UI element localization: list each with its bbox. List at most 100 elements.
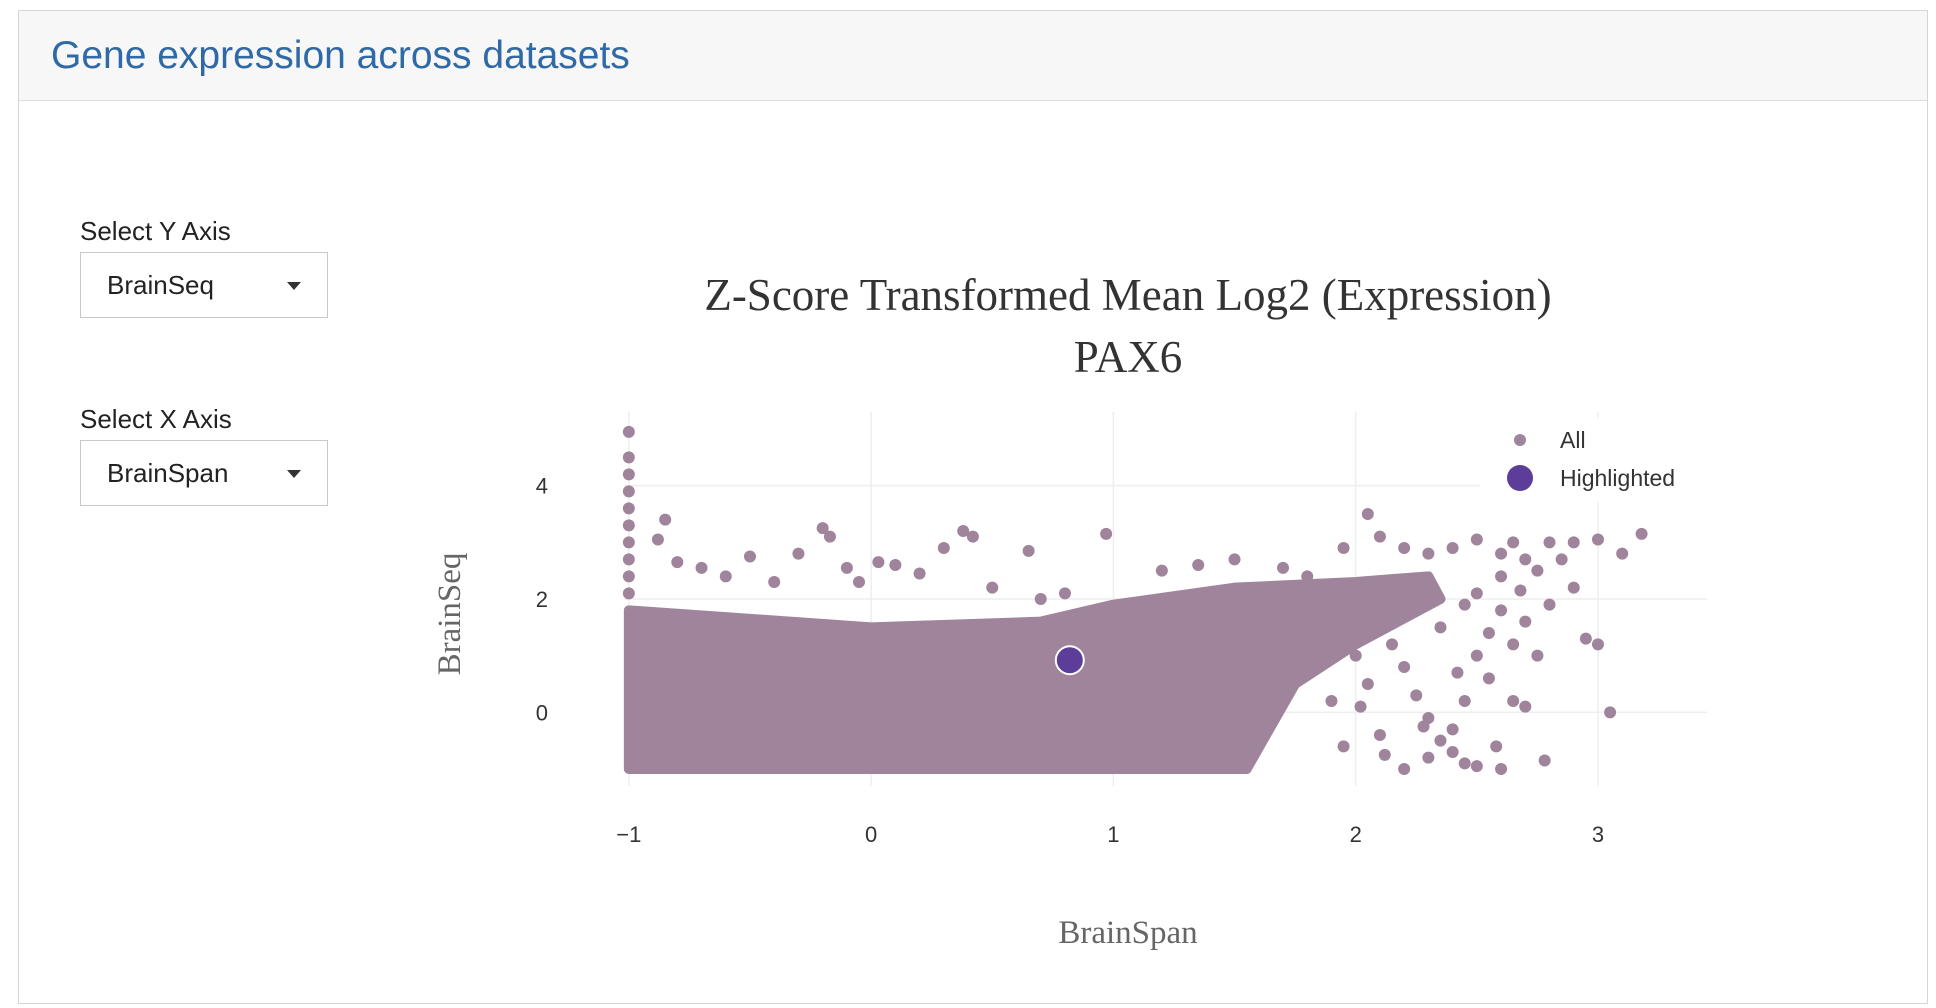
data-point	[1470, 533, 1483, 546]
data-point	[840, 561, 853, 574]
data-point	[622, 587, 635, 600]
x-tick-label: 0	[865, 822, 877, 847]
data-point	[1349, 649, 1362, 662]
data-point	[1446, 746, 1459, 758]
data-point	[671, 556, 684, 569]
data-point	[1398, 661, 1411, 673]
data-point	[1495, 604, 1508, 617]
data-point	[1555, 553, 1568, 566]
data-point	[1434, 734, 1447, 747]
legend[interactable]: All Highlighted	[1480, 418, 1716, 502]
data-point	[1531, 649, 1544, 662]
x-tick-label: 2	[1350, 822, 1362, 847]
data-point	[622, 519, 635, 532]
data-point	[1301, 570, 1314, 583]
data-point	[622, 425, 635, 438]
data-point	[1567, 536, 1580, 549]
x-axis-select-label: Select X Axis	[80, 404, 232, 434]
data-point	[1422, 751, 1435, 764]
data-point	[1604, 706, 1617, 719]
legend-highlighted-marker	[1507, 465, 1533, 491]
data-point	[1398, 542, 1411, 554]
data-point	[1446, 723, 1459, 736]
data-point	[1451, 666, 1464, 679]
y-axis-select-label: Select Y Axis	[80, 216, 231, 246]
x-tick-label: 1	[1107, 822, 1119, 847]
data-point	[1058, 587, 1071, 600]
data-point	[1422, 547, 1435, 560]
x-tick-label: −1	[616, 822, 641, 847]
data-point	[823, 530, 836, 543]
data-point	[1446, 542, 1459, 554]
y-axis-title: BrainSeq	[432, 553, 468, 676]
data-point	[1543, 536, 1556, 549]
data-point	[1591, 533, 1604, 546]
data-point	[1591, 638, 1604, 651]
y-tick-label: 4	[536, 474, 548, 499]
legend-all-label[interactable]: All	[1560, 427, 1586, 453]
data-point	[1531, 564, 1544, 577]
data-point	[1361, 678, 1374, 690]
data-point	[1354, 700, 1367, 713]
legend-all-marker	[1514, 434, 1526, 446]
data-point	[743, 550, 756, 563]
data-point	[1277, 561, 1290, 574]
data-point	[1337, 740, 1350, 753]
y-axis-select-value: BrainSeq	[107, 269, 214, 300]
data-point	[1337, 542, 1350, 554]
data-point	[1514, 584, 1527, 597]
data-point	[1507, 695, 1520, 707]
dense-band-area	[623, 571, 1446, 774]
data-point	[622, 502, 635, 515]
data-point	[768, 576, 781, 588]
data-point	[622, 553, 635, 566]
data-point	[937, 542, 950, 554]
data-point	[1507, 536, 1520, 549]
dense-point-band	[623, 571, 1446, 774]
x-tick-label: 3	[1592, 822, 1604, 847]
data-point	[1519, 553, 1532, 566]
data-point	[1519, 615, 1532, 628]
panel-header: Gene expression across datasets	[19, 11, 1927, 101]
chevron-down-icon	[287, 282, 301, 290]
data-point	[1519, 700, 1532, 713]
data-point	[1495, 763, 1508, 775]
gene-expression-panel: Gene expression across datasets	[18, 10, 1928, 1004]
x-axis-select[interactable]: BrainSpan	[80, 440, 328, 506]
highlighted-point[interactable]	[1054, 645, 1085, 676]
data-point	[1361, 508, 1374, 520]
data-point	[695, 561, 708, 574]
y-tick-label: 2	[536, 587, 548, 612]
highlighted-points	[1054, 645, 1085, 676]
data-point	[1373, 615, 1386, 628]
data-point	[1417, 720, 1430, 733]
data-point	[1378, 748, 1391, 761]
data-point	[1386, 638, 1399, 651]
data-point	[1313, 627, 1326, 639]
data-point	[1579, 632, 1592, 645]
data-point	[659, 513, 672, 526]
data-point	[966, 530, 979, 543]
data-point	[1155, 564, 1168, 577]
data-point	[889, 559, 902, 571]
data-point	[1373, 530, 1386, 543]
data-point	[853, 576, 866, 588]
data-point	[1490, 740, 1503, 753]
data-point	[1635, 527, 1648, 540]
y-axis-select[interactable]: BrainSeq	[80, 252, 328, 318]
data-point	[1616, 547, 1629, 560]
y-tick-label: 0	[536, 700, 548, 725]
data-point	[957, 525, 970, 537]
data-point	[719, 570, 732, 583]
data-point	[1482, 672, 1495, 685]
legend-highlighted-label[interactable]: Highlighted	[1560, 465, 1675, 491]
data-point	[1458, 757, 1471, 770]
data-point	[1373, 729, 1386, 741]
data-point	[1398, 763, 1411, 775]
data-point	[986, 581, 999, 594]
data-point	[1434, 621, 1447, 634]
data-point	[651, 533, 664, 546]
chart-title: Z-Score Transformed Mean Log2 (Expressio…	[704, 270, 1551, 320]
data-point	[913, 567, 926, 580]
